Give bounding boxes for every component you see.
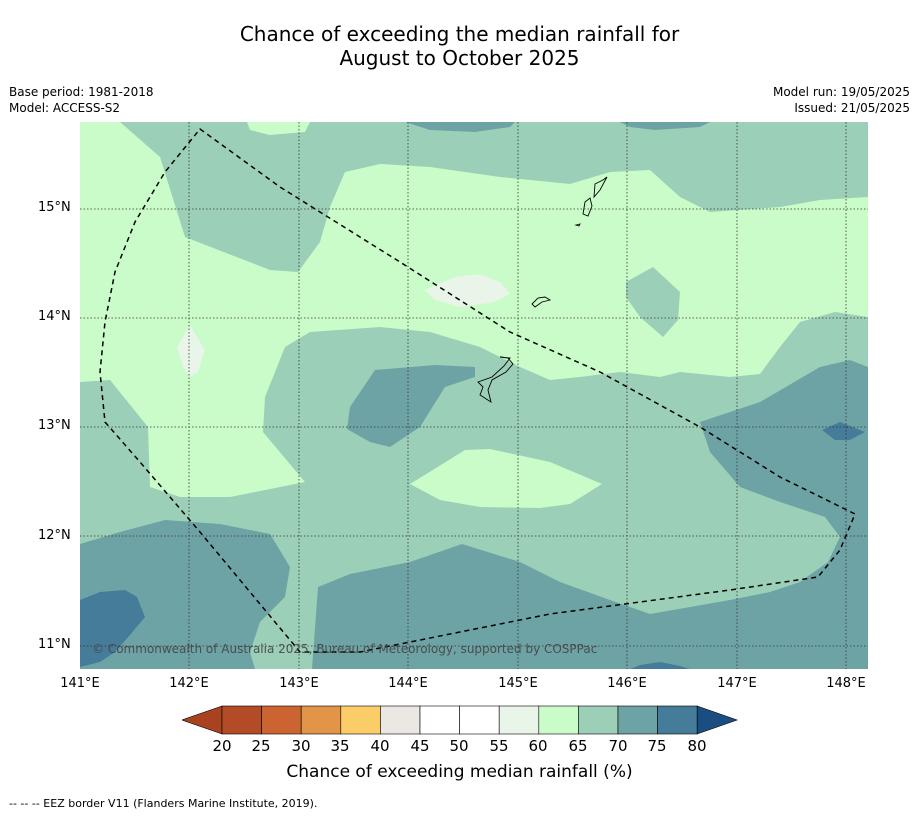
cbar-tick-40: 40: [370, 737, 390, 755]
meta-right: Model run: 19/05/2025 Issued: 21/05/2025: [773, 84, 910, 116]
lon-label-143: 143°E: [279, 676, 319, 691]
base-period: Base period: 1981-2018: [9, 85, 154, 99]
lon-label-142: 142°E: [169, 676, 209, 691]
colorbar-extend-high: [696, 705, 738, 735]
lat-label-11: 11°N: [38, 637, 71, 652]
island-rota: [531, 296, 552, 308]
title-line-1: Chance of exceeding the median rainfall …: [239, 22, 680, 46]
cbar-tick-20: 20: [212, 737, 232, 755]
lon-label-145: 145°E: [498, 676, 538, 691]
lat-label-14: 14°N: [38, 309, 71, 324]
eez-footnote: -- -- -- EEZ border V11 (Flanders Marine…: [9, 797, 318, 810]
colorbar-cell: [498, 705, 540, 735]
lon-label-148: 148°E: [826, 676, 866, 691]
colorbar-cell: [261, 705, 302, 735]
zone-70-75-top-right: [620, 122, 710, 130]
island-tinian: [582, 197, 593, 217]
lon-label-146: 146°E: [607, 676, 647, 691]
cbar-tick-60: 60: [528, 737, 548, 755]
colorbar-cells: [182, 705, 738, 735]
zone-70-75-southeast: [312, 360, 868, 669]
colorbar-cell: [617, 705, 658, 735]
zone-60-65-middle-blob: [410, 449, 602, 508]
island-aguijan: [574, 223, 581, 227]
colorbar-label: Chance of exceeding median rainfall (%): [286, 762, 633, 782]
eez-border: [99, 127, 856, 653]
issued-date: Issued: 21/05/2025: [794, 101, 910, 115]
zone-75-80-east: [822, 422, 865, 440]
model-name: Model: ACCESS-S2: [9, 101, 121, 115]
cbar-tick-30: 30: [291, 737, 311, 755]
cbar-tick-65: 65: [568, 737, 588, 755]
lat-label-13: 13°N: [38, 418, 71, 433]
lon-label-141: 141°E: [60, 676, 100, 691]
colorbar-cell: [340, 705, 381, 735]
cbar-tick-25: 25: [251, 737, 271, 755]
meta-left: Base period: 1981-2018 Model: ACCESS-S2: [9, 84, 154, 116]
zone-75-80-southwest: [80, 590, 145, 667]
colorbar-extend-low: [182, 705, 223, 735]
colorbar-cell: [419, 705, 460, 735]
map-title: Chance of exceeding the median rainfall …: [0, 22, 919, 70]
colorbar-cell: [657, 705, 698, 735]
colorbar-cell: [221, 705, 262, 735]
title-line-2: August to October 2025: [339, 46, 580, 70]
colorbar-cell: [538, 705, 579, 735]
cbar-tick-45: 45: [410, 737, 430, 755]
zone-60-65-top-nub: [247, 122, 310, 135]
zone-55-60-centre: [425, 274, 510, 307]
islands: [477, 176, 608, 403]
colorbar-cell: [459, 705, 500, 735]
copyright-note: © Commonwealth of Australia 2025, Bureau…: [92, 642, 598, 656]
lat-label-15: 15°N: [38, 200, 71, 215]
lat-label-12: 12°N: [38, 528, 71, 543]
colorbar-cell: [300, 705, 342, 735]
zone-65-70-right-blob: [626, 267, 680, 337]
cbar-tick-55: 55: [489, 737, 509, 755]
cbar-tick-80: 80: [687, 737, 707, 755]
zone-70-75-centre: [347, 365, 475, 447]
lon-label-147: 147°E: [717, 676, 757, 691]
island-guam: [477, 356, 514, 403]
cbar-tick-50: 50: [449, 737, 469, 755]
colorbar-cell: [380, 705, 421, 735]
model-run: Model run: 19/05/2025: [772, 85, 910, 99]
cbar-tick-75: 75: [647, 737, 667, 755]
colorbar-cell: [578, 705, 619, 735]
zone-75-80-bottom: [630, 662, 690, 669]
graticule: [80, 122, 868, 669]
colorbar: [182, 705, 738, 735]
rainfall-map: [80, 122, 868, 669]
cbar-tick-35: 35: [330, 737, 350, 755]
map-area: [80, 122, 868, 669]
cbar-tick-70: 70: [608, 737, 628, 755]
lon-label-144: 144°E: [388, 676, 428, 691]
zone-55-60-left: [177, 325, 205, 377]
island-saipan: [593, 176, 608, 199]
zone-70-75-top-left: [405, 122, 515, 132]
